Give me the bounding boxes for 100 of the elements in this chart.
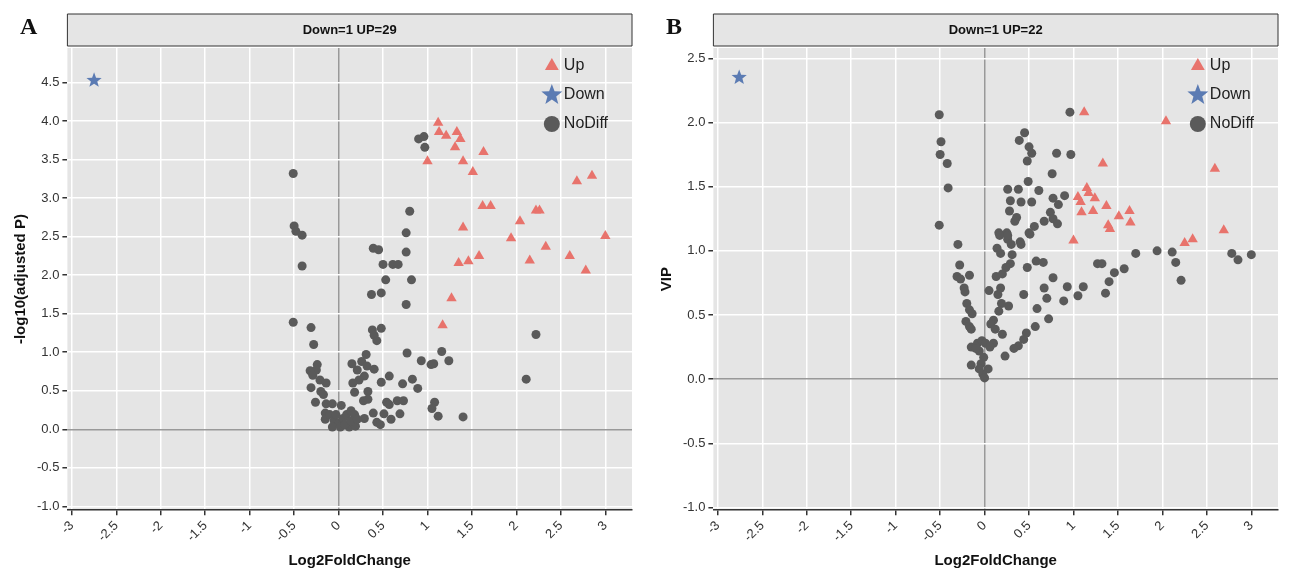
- x-tick-label: 0: [973, 517, 990, 534]
- point: [540, 240, 551, 250]
- point: [457, 155, 469, 165]
- y-tick-label: 0.0: [41, 420, 60, 436]
- point: [1179, 237, 1190, 247]
- x-tick-label: 2.5: [542, 517, 566, 542]
- y-tick-label: 2.0: [687, 114, 706, 130]
- y-tick-label: 0.5: [687, 306, 706, 322]
- point: [1104, 223, 1116, 232]
- point: [1218, 224, 1229, 234]
- x-tick-label: 2.5: [1188, 517, 1212, 542]
- point: [446, 292, 457, 302]
- legend-label: Down: [1209, 85, 1251, 103]
- point: [449, 141, 461, 151]
- x-tick-label: 2: [1151, 517, 1168, 534]
- x-tick-label: -2.5: [94, 517, 121, 545]
- x-tick-label: -1: [881, 517, 901, 537]
- point: [1089, 192, 1101, 202]
- x-tick-label: -1: [235, 517, 255, 537]
- point: [473, 249, 485, 259]
- point: [422, 155, 433, 165]
- x-tick-label: -1.5: [829, 517, 856, 545]
- text: B: [666, 13, 683, 40]
- x-tick-label: -2: [792, 517, 812, 537]
- point: [467, 166, 479, 176]
- chart-title: Down=1 UP=29: [302, 21, 397, 37]
- x-tick-label: 2: [505, 517, 522, 534]
- x-tick-label: -2.5: [740, 517, 767, 545]
- point: [1076, 206, 1087, 216]
- point: [514, 215, 526, 225]
- legend-label: NoDiff: [563, 114, 609, 132]
- point: [440, 129, 452, 139]
- legend-label: Up: [563, 56, 585, 74]
- point: [477, 199, 488, 209]
- point: [524, 254, 535, 264]
- x-tick-label: 1.5: [453, 517, 477, 542]
- x-tick-label: 1: [416, 517, 433, 534]
- legend-label: Down: [563, 85, 605, 103]
- x-tick-label: 1.5: [1099, 517, 1123, 542]
- point: [432, 116, 444, 126]
- x-tick-label: -3: [703, 517, 723, 537]
- point: [451, 125, 463, 135]
- point: [1125, 216, 1136, 226]
- x-tick-label: -0.5: [918, 517, 945, 545]
- point: [485, 199, 496, 209]
- x-tick-label: -2: [146, 517, 166, 537]
- y-axis-title: -log10(adjusted P): [11, 214, 29, 345]
- x-tick-label: 1: [1062, 517, 1079, 534]
- chart-title: Down=1 UP=22: [948, 21, 1043, 37]
- point: [571, 175, 583, 185]
- y-tick-label: -1.0: [36, 497, 60, 513]
- point: [564, 249, 575, 259]
- point: [600, 229, 611, 239]
- x-tick-label: -1.5: [183, 517, 210, 545]
- y-tick-label: 2.0: [41, 266, 60, 282]
- point: [1113, 210, 1125, 220]
- point: [586, 169, 598, 179]
- y-tick-label: 1.0: [41, 343, 60, 359]
- x-tick-label: 3: [594, 517, 610, 534]
- x-tick-label: 0.5: [364, 517, 388, 542]
- point: [1075, 196, 1086, 206]
- x-tick-label: 0.5: [1010, 517, 1034, 542]
- point: [534, 204, 545, 214]
- point: [1101, 199, 1112, 209]
- y-tick-label: 4.0: [41, 112, 60, 128]
- y-tick-label: 1.0: [687, 242, 706, 258]
- point: [437, 319, 448, 329]
- point: [478, 145, 489, 155]
- point: [453, 256, 464, 266]
- x-tick-label: -0.5: [272, 517, 299, 545]
- y-tick-label: 1.5: [41, 305, 60, 321]
- x-tick-label: 3: [1240, 517, 1256, 534]
- y-tick-label: 2.5: [687, 49, 706, 65]
- y-tick-label: -0.5: [682, 434, 706, 450]
- y-tick-label: 0.5: [41, 382, 60, 398]
- x-axis-title: Log2FoldChange: [288, 551, 411, 569]
- point: [463, 255, 474, 265]
- point: [1068, 234, 1079, 244]
- x-axis-title: Log2FoldChange: [934, 551, 1057, 569]
- y-tick-label: 1.5: [687, 178, 706, 194]
- y-tick-label: 4.5: [41, 74, 60, 90]
- point: [1187, 233, 1198, 243]
- point: [1087, 205, 1099, 215]
- point: [1078, 106, 1090, 116]
- point: [1160, 115, 1172, 125]
- point: [505, 232, 517, 242]
- point: [433, 125, 445, 135]
- y-tick-label: -1.0: [682, 499, 706, 515]
- y-tick-label: 2.5: [41, 228, 60, 244]
- point: [86, 72, 102, 87]
- y-tick-label: 0.0: [687, 370, 706, 386]
- y-tick-label: 3.5: [41, 151, 60, 167]
- y-tick-label: -0.5: [36, 459, 60, 475]
- point: [1209, 162, 1221, 172]
- point: [1124, 205, 1135, 215]
- legend-label: Up: [1209, 56, 1231, 74]
- text: A: [20, 13, 38, 40]
- point: [1097, 157, 1109, 167]
- y-axis-title: VIP: [657, 266, 675, 292]
- legend-label: NoDiff: [1209, 114, 1255, 132]
